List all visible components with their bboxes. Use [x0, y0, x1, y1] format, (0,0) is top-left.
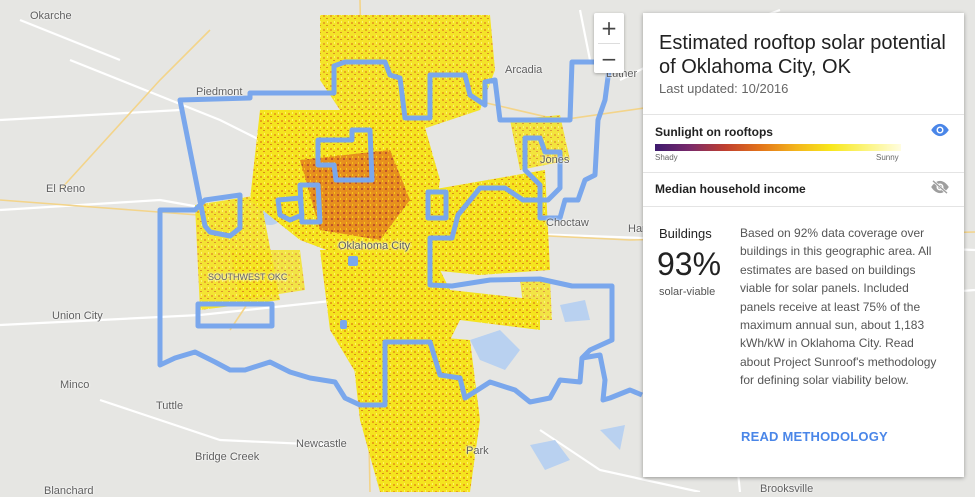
divider — [643, 206, 964, 207]
solar-heatmap — [195, 15, 570, 492]
zoom-divider — [598, 43, 620, 44]
sunlight-layer-label: Sunlight on rooftops — [655, 125, 773, 139]
income-layer-label: Median household income — [655, 182, 806, 196]
place-okarche: Okarche — [30, 10, 72, 22]
place-oklahoma-city: Oklahoma City — [338, 240, 411, 252]
legend-high-label: Sunny — [876, 153, 899, 162]
panel-title: Estimated rooftop solar potential of Okl… — [659, 32, 946, 78]
city-boundary-east — [581, 352, 643, 403]
buildings-label: Buildings — [659, 226, 712, 241]
last-updated: Last updated: 10/2016 — [659, 81, 789, 96]
place-piedmont: Piedmont — [196, 86, 243, 98]
place-arcadia: Arcadia — [505, 64, 543, 76]
place-union-city: Union City — [52, 310, 103, 322]
place-newcastle: Newcastle — [296, 438, 347, 450]
coverage-description: Based on 92% data coverage over building… — [740, 226, 937, 388]
buildings-sublabel: solar-viable — [659, 286, 716, 298]
place-park: Park — [466, 445, 489, 457]
divider — [643, 172, 964, 173]
sunlight-legend-gradient — [655, 144, 901, 151]
buildings-percent: 93% — [657, 246, 722, 282]
place-el-reno: El Reno — [46, 183, 86, 195]
divider — [643, 114, 964, 115]
eye-off-icon[interactable] — [929, 180, 951, 194]
legend-low-label: Shady — [655, 153, 678, 162]
place-tuttle: Tuttle — [156, 400, 184, 412]
read-methodology-link[interactable]: READ METHODOLOGY — [741, 429, 888, 444]
place-harrah: Har — [628, 223, 646, 235]
place-brooksville: Brooksville — [760, 483, 814, 495]
place-bridge-creek: Bridge Creek — [195, 451, 260, 463]
place-minco: Minco — [60, 379, 90, 391]
zoom-control: + − — [594, 13, 624, 73]
place-southwest-okc: SOUTHWEST OKC — [208, 272, 288, 282]
zoom-out-button[interactable]: − — [594, 44, 624, 74]
place-choctaw: Choctaw — [546, 217, 589, 229]
eye-icon[interactable] — [929, 123, 951, 137]
info-panel: Estimated rooftop solar potential of Okl… — [643, 13, 964, 477]
city-boundary — [157, 59, 615, 408]
place-jones: Jones — [540, 154, 570, 166]
place-blanchard: Blanchard — [44, 485, 94, 497]
city-boundary-inner — [195, 127, 449, 329]
boundary-enclaves — [340, 256, 358, 329]
zoom-in-button[interactable]: + — [594, 13, 624, 43]
